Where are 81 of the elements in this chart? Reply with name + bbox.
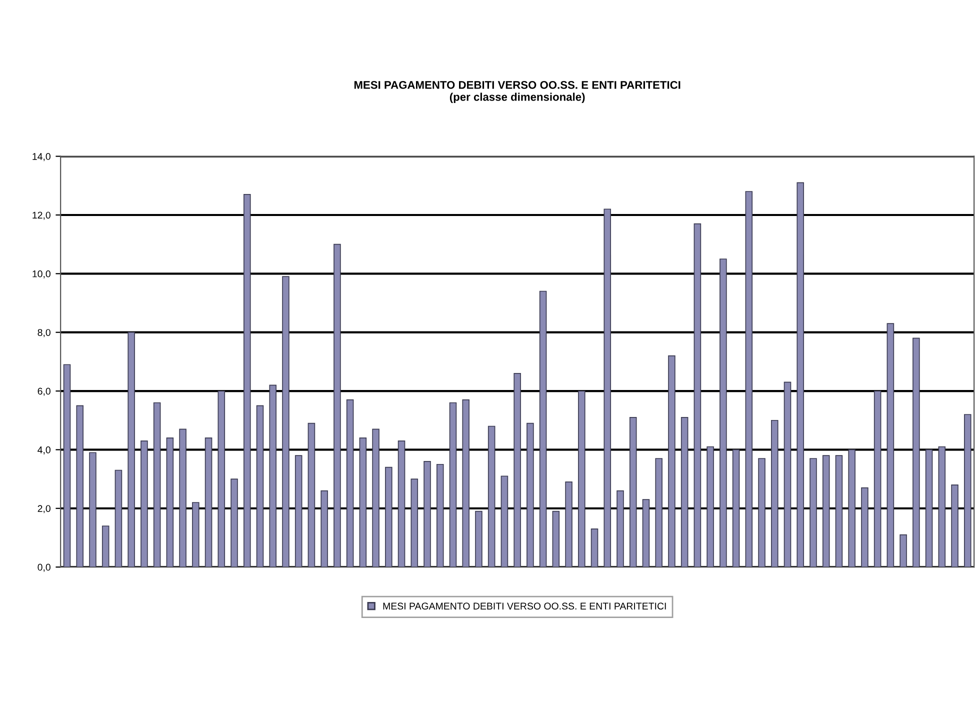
bar bbox=[861, 487, 868, 568]
bar bbox=[848, 449, 856, 568]
bar bbox=[308, 422, 316, 568]
bar bbox=[745, 191, 753, 568]
bar bbox=[720, 258, 727, 568]
bar bbox=[822, 455, 830, 568]
bar bbox=[900, 534, 907, 568]
bar bbox=[578, 390, 586, 568]
bar bbox=[153, 402, 161, 568]
bar bbox=[810, 458, 817, 568]
bar bbox=[796, 182, 804, 568]
bar bbox=[886, 323, 894, 568]
bar bbox=[76, 405, 84, 568]
bar bbox=[372, 428, 380, 568]
bar bbox=[604, 208, 612, 568]
bar bbox=[128, 332, 135, 568]
bar bbox=[488, 426, 496, 568]
bar bbox=[514, 373, 521, 568]
bar bbox=[951, 484, 958, 568]
y-tick-label: 0,0 bbox=[38, 564, 50, 572]
bar bbox=[269, 384, 276, 568]
bar bbox=[320, 490, 328, 568]
bar bbox=[398, 440, 406, 568]
bar bbox=[475, 510, 482, 568]
bar bbox=[89, 452, 96, 568]
y-tick-label: 8,0 bbox=[38, 329, 50, 338]
y-tick-label: 12,0 bbox=[32, 212, 50, 220]
bar bbox=[500, 476, 508, 568]
bar bbox=[192, 502, 200, 568]
bar bbox=[436, 464, 444, 568]
bar bbox=[114, 470, 122, 568]
bar bbox=[179, 428, 186, 568]
bar bbox=[835, 455, 843, 568]
bar bbox=[642, 499, 650, 568]
bar bbox=[140, 440, 148, 568]
bar bbox=[912, 338, 920, 568]
bar bbox=[874, 390, 882, 568]
bar bbox=[102, 526, 110, 568]
bar bbox=[462, 399, 470, 568]
bar bbox=[732, 449, 740, 568]
bar bbox=[346, 399, 354, 568]
bar bbox=[410, 478, 418, 568]
bar bbox=[539, 290, 547, 568]
bar bbox=[243, 194, 251, 568]
y-tick-label: 4,0 bbox=[38, 446, 50, 454]
bar bbox=[282, 276, 290, 568]
bar bbox=[63, 364, 71, 568]
bar bbox=[218, 390, 226, 568]
bar bbox=[758, 458, 766, 568]
bar bbox=[230, 478, 238, 568]
bar bbox=[964, 414, 972, 568]
bar bbox=[565, 482, 572, 568]
y-tick-label: 10,0 bbox=[32, 270, 50, 278]
bar bbox=[655, 458, 662, 568]
chart-title: MESI PAGAMENTO DEBITI VERSO OO.SS. E ENTI PARITETICI (per classe dimensionale) bbox=[354, 81, 680, 104]
bar bbox=[256, 405, 264, 568]
bar bbox=[629, 417, 637, 568]
y-tick-label: 14,0 bbox=[32, 153, 50, 162]
bar bbox=[616, 490, 624, 568]
bar bbox=[784, 382, 792, 568]
bar bbox=[694, 223, 702, 568]
bar bbox=[385, 466, 392, 568]
legend-label: MESI PAGAMENTO DEBITI VERSO OO.SS. E ENTI PARITETICI bbox=[383, 602, 666, 610]
bar bbox=[424, 461, 431, 568]
bar bbox=[938, 446, 946, 568]
bar bbox=[166, 438, 174, 568]
bar bbox=[204, 438, 212, 568]
bar bbox=[294, 455, 302, 568]
bar bbox=[680, 417, 688, 568]
bar bbox=[334, 244, 341, 568]
y-tick-label: 2,0 bbox=[38, 505, 50, 514]
bar bbox=[359, 438, 367, 568]
bar bbox=[590, 528, 598, 568]
bar bbox=[526, 422, 534, 568]
y-tick-label: 6,0 bbox=[38, 388, 50, 396]
bar bbox=[449, 402, 457, 568]
bar bbox=[668, 355, 676, 568]
bar bbox=[706, 446, 714, 568]
bar bbox=[925, 449, 933, 568]
bar bbox=[552, 510, 560, 568]
bar bbox=[771, 420, 778, 568]
